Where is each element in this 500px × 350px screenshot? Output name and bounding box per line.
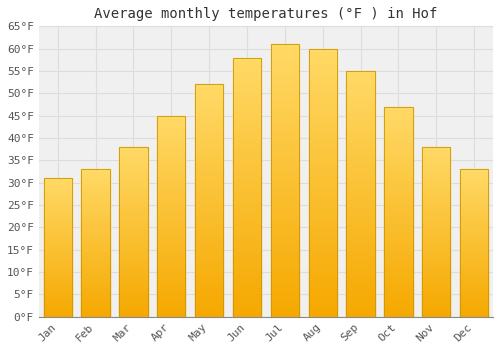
Title: Average monthly temperatures (°F ) in Hof: Average monthly temperatures (°F ) in Ho… — [94, 7, 438, 21]
